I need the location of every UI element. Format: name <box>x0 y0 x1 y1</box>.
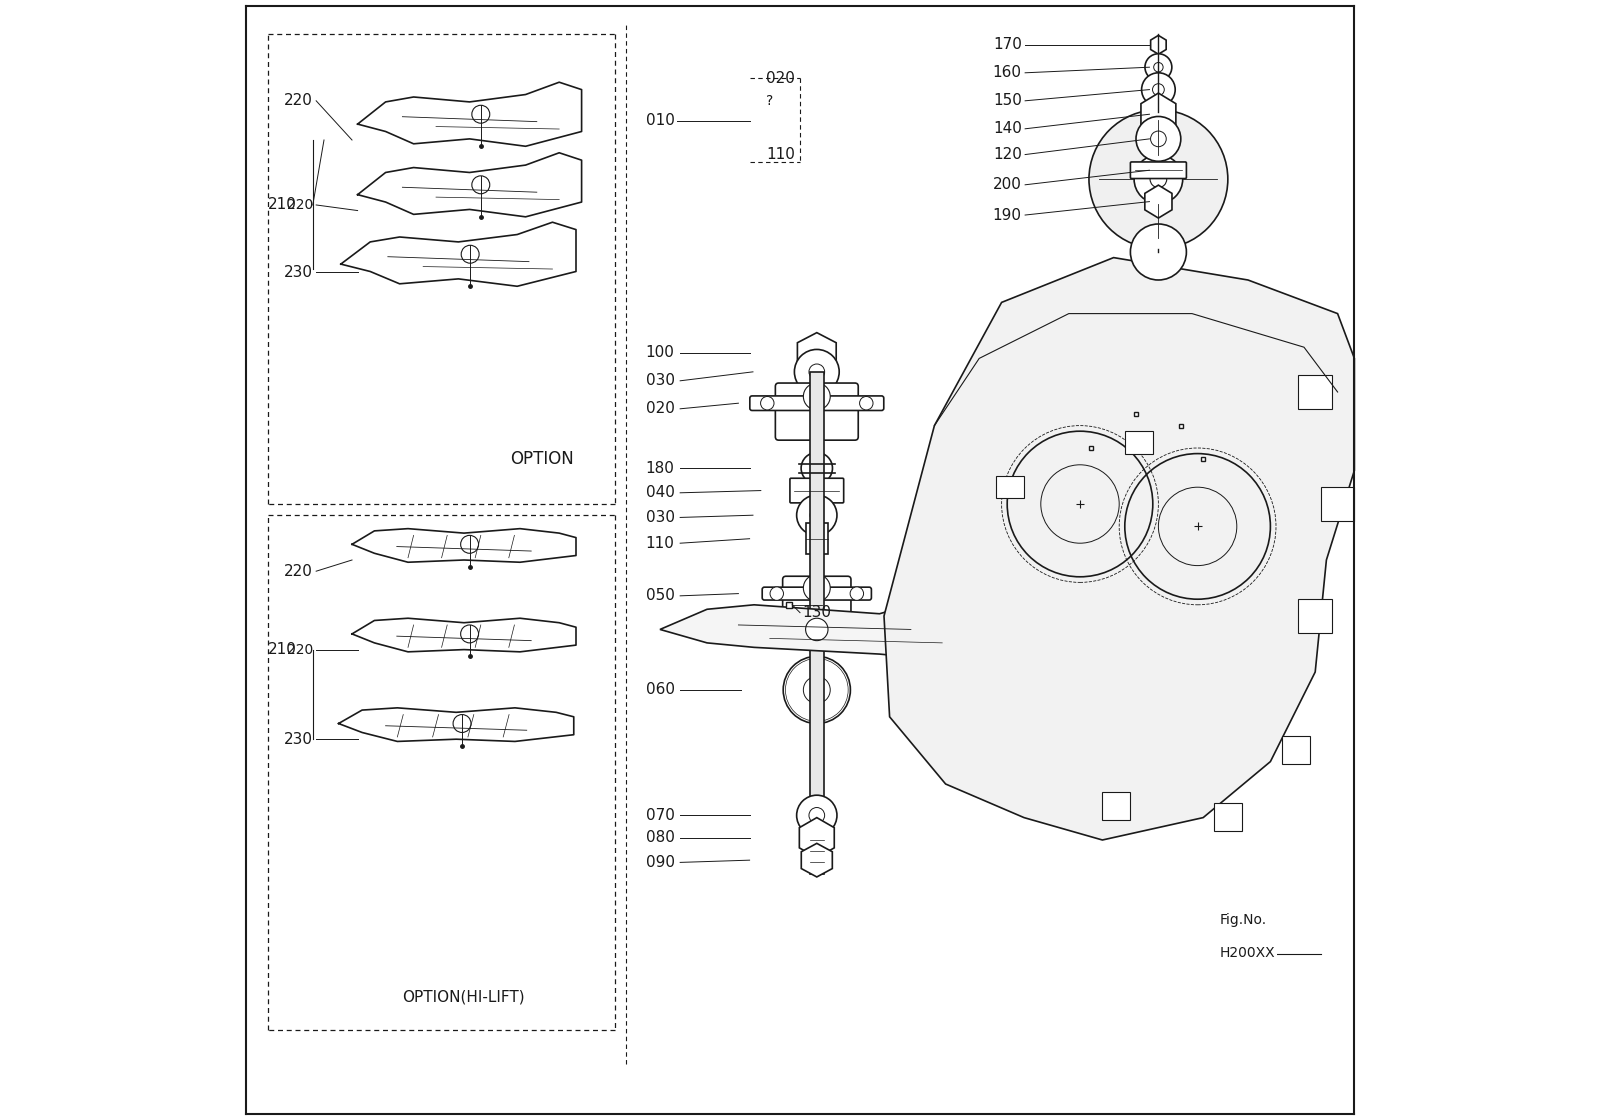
Polygon shape <box>802 843 832 877</box>
Text: 180: 180 <box>646 460 675 476</box>
Circle shape <box>802 452 832 484</box>
Circle shape <box>1090 110 1227 249</box>
Circle shape <box>803 383 830 410</box>
FancyBboxPatch shape <box>750 396 883 411</box>
Text: OPTION: OPTION <box>510 450 574 468</box>
Circle shape <box>1130 224 1186 280</box>
Bar <box>1214 803 1242 831</box>
FancyBboxPatch shape <box>776 383 858 440</box>
Text: OPTION(HI-LIFT): OPTION(HI-LIFT) <box>403 989 525 1005</box>
Bar <box>1298 599 1331 633</box>
Circle shape <box>760 396 774 410</box>
Circle shape <box>1141 73 1174 106</box>
Circle shape <box>811 463 822 474</box>
Text: 210: 210 <box>269 642 298 657</box>
Circle shape <box>805 618 829 641</box>
Text: 010: 010 <box>646 113 675 129</box>
Polygon shape <box>1150 36 1166 54</box>
Text: 230: 230 <box>283 264 314 280</box>
Circle shape <box>810 808 824 823</box>
Text: 220: 220 <box>286 198 314 212</box>
Bar <box>995 476 1024 498</box>
Circle shape <box>770 587 784 600</box>
Text: 050: 050 <box>646 588 675 604</box>
Circle shape <box>859 396 874 410</box>
Text: 060: 060 <box>645 682 675 698</box>
Text: 120: 120 <box>994 147 1022 162</box>
Bar <box>1320 487 1354 521</box>
Circle shape <box>850 587 864 600</box>
Circle shape <box>797 795 837 836</box>
Bar <box>805 523 829 554</box>
Text: 020: 020 <box>646 401 675 417</box>
Text: 200: 200 <box>994 177 1022 193</box>
Circle shape <box>1146 54 1171 81</box>
Polygon shape <box>883 258 1354 840</box>
Text: 070: 070 <box>646 808 675 823</box>
Polygon shape <box>800 818 834 858</box>
Text: Fig.No.: Fig.No. <box>1219 913 1267 927</box>
Text: 230: 230 <box>283 731 314 747</box>
Text: 170: 170 <box>994 37 1022 53</box>
Text: 110: 110 <box>646 535 675 551</box>
Polygon shape <box>1146 185 1171 218</box>
Text: H200XX: H200XX <box>1219 946 1275 961</box>
Circle shape <box>810 364 824 380</box>
Text: 160: 160 <box>992 65 1022 81</box>
Text: 040: 040 <box>646 485 675 501</box>
Circle shape <box>810 508 824 522</box>
Circle shape <box>1150 171 1166 187</box>
Text: 080: 080 <box>646 830 675 846</box>
Text: 220: 220 <box>283 563 314 579</box>
Text: 100: 100 <box>646 345 675 361</box>
FancyBboxPatch shape <box>790 478 843 503</box>
Text: 220: 220 <box>286 643 314 656</box>
Text: 090: 090 <box>645 855 675 870</box>
Text: 190: 190 <box>992 207 1022 223</box>
Text: 210: 210 <box>269 197 298 213</box>
Text: 140: 140 <box>994 121 1022 137</box>
Polygon shape <box>661 600 973 659</box>
Text: 130: 130 <box>802 605 832 620</box>
Circle shape <box>1134 155 1182 204</box>
Circle shape <box>1152 84 1165 95</box>
Bar <box>1102 792 1130 820</box>
Text: ?: ? <box>766 94 774 108</box>
FancyBboxPatch shape <box>1130 162 1186 178</box>
Circle shape <box>782 656 851 724</box>
Text: 030: 030 <box>645 510 675 525</box>
Text: 030: 030 <box>645 373 675 389</box>
Text: 220: 220 <box>283 93 314 109</box>
Bar <box>1298 375 1331 409</box>
FancyBboxPatch shape <box>762 587 872 600</box>
Circle shape <box>1150 131 1166 147</box>
Polygon shape <box>797 333 837 373</box>
Circle shape <box>1136 116 1181 161</box>
Circle shape <box>797 495 837 535</box>
Circle shape <box>794 349 838 394</box>
Circle shape <box>803 575 830 601</box>
Bar <box>1125 431 1152 454</box>
Text: 020: 020 <box>766 71 795 86</box>
Text: 150: 150 <box>994 93 1022 109</box>
Text: 110: 110 <box>766 147 795 162</box>
FancyBboxPatch shape <box>782 577 851 625</box>
Polygon shape <box>1141 93 1176 136</box>
Circle shape <box>1154 63 1163 72</box>
Bar <box>1282 736 1309 764</box>
Bar <box>810 372 824 874</box>
Circle shape <box>803 676 830 703</box>
